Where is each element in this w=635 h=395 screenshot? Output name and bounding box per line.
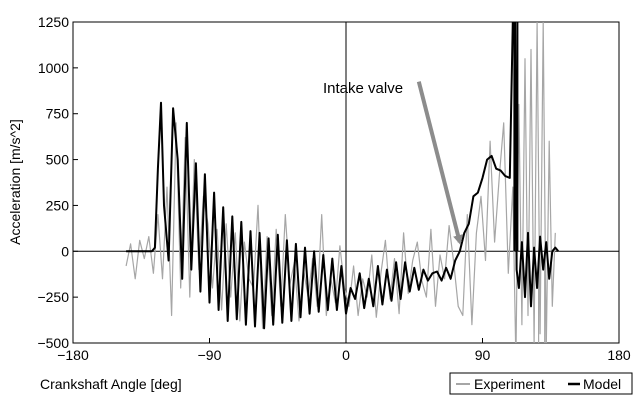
y-tick-label: 500 bbox=[46, 152, 70, 168]
y-tick-label: 250 bbox=[46, 197, 70, 213]
y-tick-label: 750 bbox=[46, 106, 70, 122]
y-tick-label: 0 bbox=[61, 243, 69, 259]
x-tick-label: 0 bbox=[342, 347, 350, 363]
legend-box bbox=[449, 372, 633, 395]
annotation-arrow bbox=[416, 81, 463, 246]
plot-area bbox=[125, 22, 560, 343]
x-tick-label: −180 bbox=[57, 347, 89, 363]
x-tick-label: 180 bbox=[607, 347, 631, 363]
x-tick-label: 90 bbox=[475, 347, 491, 363]
legend-label-model: Model bbox=[583, 376, 621, 392]
y-tick-label: −500 bbox=[37, 335, 69, 351]
legend-label-experiment: Experiment bbox=[474, 376, 545, 392]
y-tick-label: −250 bbox=[37, 289, 69, 305]
legend: Experiment Model bbox=[449, 372, 633, 395]
y-tick-label: 1250 bbox=[38, 14, 69, 30]
x-axis-title: Crankshaft Angle [deg] bbox=[40, 376, 182, 392]
tick-marks bbox=[72, 21, 620, 344]
y-tick-label: 1000 bbox=[38, 60, 69, 76]
annotation-text: Intake valve bbox=[323, 80, 403, 97]
x-tick-labels: −180 −90 0 90 180 bbox=[57, 347, 631, 363]
y-axis-title: Acceleration [m/s^2] bbox=[7, 119, 23, 245]
x-tick-label: −90 bbox=[198, 347, 222, 363]
y-tick-labels: −500 −250 0 250 500 750 1000 1250 bbox=[37, 14, 69, 351]
series-model-line bbox=[126, 22, 560, 330]
